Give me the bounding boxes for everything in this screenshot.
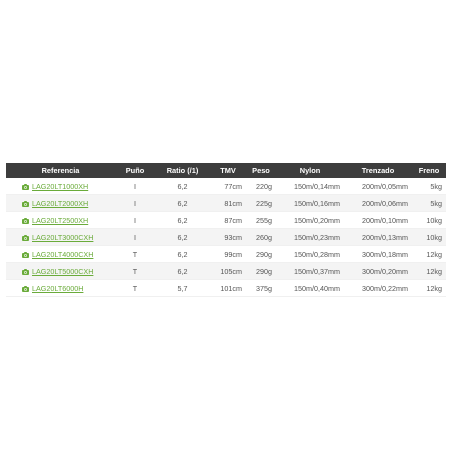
- freno-cell: 12kg: [412, 245, 446, 263]
- tmv-cell: 101cm: [210, 279, 246, 297]
- camera-icon[interactable]: [22, 250, 29, 259]
- freno-cell: 5kg: [412, 194, 446, 212]
- freno-cell: 12kg: [412, 262, 446, 280]
- nylon-cell: 150m/0,40mm: [276, 279, 344, 297]
- header-peso: Peso: [246, 163, 276, 178]
- camera-icon[interactable]: [22, 267, 29, 276]
- tmv-cell: 77cm: [210, 178, 246, 195]
- ref-wrap: LAG20LT5000CXH: [22, 267, 93, 276]
- header-ratio: Ratio (/1): [155, 163, 210, 178]
- peso-cell: 225g: [246, 194, 276, 212]
- peso-cell: 290g: [246, 245, 276, 263]
- ref-wrap: LAG20LT2500XH: [22, 216, 88, 225]
- camera-icon[interactable]: [22, 199, 29, 208]
- peso-cell: 375g: [246, 279, 276, 297]
- freno-cell: 5kg: [412, 178, 446, 195]
- ref-cell: LAG20LT1000XH: [6, 178, 115, 195]
- freno-cell: 10kg: [412, 228, 446, 246]
- trenzado-cell: 300m/0,20mm: [344, 262, 412, 280]
- ref-wrap: LAG20LT4000CXH: [22, 250, 93, 259]
- ratio-cell: 6,2: [155, 245, 210, 263]
- table-row: LAG20LT2000XH I 6,2 81cm 225g 150m/0,16mm 200m…: [6, 194, 446, 212]
- peso-cell: 290g: [246, 262, 276, 280]
- tmv-cell: 93cm: [210, 228, 246, 246]
- table-row: LAG20LT2500XH I 6,2 87cm 255g 150m/0,20mm 200m…: [6, 211, 446, 229]
- puno-cell: I: [115, 194, 155, 212]
- header-nylon: Nylon: [276, 163, 344, 178]
- product-link[interactable]: LAG20LT5000CXH: [32, 266, 94, 276]
- ratio-cell: 5,7: [155, 279, 210, 297]
- puno-cell: I: [115, 178, 155, 195]
- ratio-cell: 6,2: [155, 262, 210, 280]
- tmv-cell: 81cm: [210, 194, 246, 212]
- header-tmv: TMV: [210, 163, 246, 178]
- nylon-cell: 150m/0,28mm: [276, 245, 344, 263]
- ref-cell: LAG20LT2500XH: [6, 211, 115, 229]
- camera-icon[interactable]: [22, 284, 29, 293]
- header-freno: Freno: [412, 163, 446, 178]
- trenzado-cell: 300m/0,22mm: [344, 279, 412, 297]
- product-link[interactable]: LAG20LT6000H: [32, 283, 84, 293]
- table-row: LAG20LT1000XH I 6,2 77cm 220g 150m/0,14mm 200m…: [6, 178, 446, 195]
- peso-cell: 255g: [246, 211, 276, 229]
- table-row: LAG20LT5000CXH T 6,2 105cm 290g 150m/0,37mm 30…: [6, 262, 446, 280]
- puno-cell: I: [115, 211, 155, 229]
- camera-icon[interactable]: [22, 233, 29, 242]
- freno-cell: 12kg: [412, 279, 446, 297]
- trenzado-cell: 300m/0,18mm: [344, 245, 412, 263]
- header-puno: Puño: [115, 163, 155, 178]
- puno-cell: T: [115, 245, 155, 263]
- product-link[interactable]: LAG20LT3000CXH: [32, 232, 94, 242]
- ref-cell: LAG20LT6000H: [6, 279, 115, 297]
- ref-wrap: LAG20LT2000XH: [22, 199, 88, 208]
- nylon-cell: 150m/0,20mm: [276, 211, 344, 229]
- camera-icon[interactable]: [22, 216, 29, 225]
- ratio-cell: 6,2: [155, 194, 210, 212]
- table-row: LAG20LT4000CXH T 6,2 99cm 290g 150m/0,28mm 300…: [6, 245, 446, 263]
- ref-cell: LAG20LT2000XH: [6, 194, 115, 212]
- spec-table: Referencia Puño Ratio (/1) TMV Peso Nylo…: [6, 163, 446, 297]
- trenzado-cell: 200m/0,13mm: [344, 228, 412, 246]
- product-link[interactable]: LAG20LT4000CXH: [32, 249, 94, 259]
- freno-cell: 10kg: [412, 211, 446, 229]
- puno-cell: T: [115, 262, 155, 280]
- puno-cell: T: [115, 279, 155, 297]
- ref-cell: LAG20LT4000CXH: [6, 245, 115, 263]
- trenzado-cell: 200m/0,05mm: [344, 178, 412, 195]
- peso-cell: 220g: [246, 178, 276, 195]
- trenzado-cell: 200m/0,06mm: [344, 194, 412, 212]
- peso-cell: 260g: [246, 228, 276, 246]
- product-link[interactable]: LAG20LT1000XH: [32, 181, 89, 191]
- product-link[interactable]: LAG20LT2000XH: [32, 198, 89, 208]
- camera-icon[interactable]: [22, 182, 29, 191]
- tmv-cell: 105cm: [210, 262, 246, 280]
- ref-wrap: LAG20LT6000H: [22, 284, 83, 293]
- product-link[interactable]: LAG20LT2500XH: [32, 215, 89, 225]
- ref-wrap: LAG20LT3000CXH: [22, 233, 93, 242]
- ratio-cell: 6,2: [155, 211, 210, 229]
- nylon-cell: 150m/0,14mm: [276, 178, 344, 195]
- table-row: LAG20LT6000H T 5,7 101cm 375g 150m/0,40mm 300m…: [6, 279, 446, 297]
- ref-cell: LAG20LT3000CXH: [6, 228, 115, 246]
- ratio-cell: 6,2: [155, 178, 210, 195]
- nylon-cell: 150m/0,16mm: [276, 194, 344, 212]
- nylon-cell: 150m/0,23mm: [276, 228, 344, 246]
- ref-wrap: LAG20LT1000XH: [22, 182, 88, 191]
- table-body: LAG20LT1000XH I 6,2 77cm 220g 150m/0,14mm 200m…: [6, 178, 446, 297]
- header-trenzado: Trenzado: [344, 163, 412, 178]
- puno-cell: I: [115, 228, 155, 246]
- ratio-cell: 6,2: [155, 228, 210, 246]
- table-header-row: Referencia Puño Ratio (/1) TMV Peso Nylo…: [6, 163, 446, 178]
- tmv-cell: 99cm: [210, 245, 246, 263]
- nylon-cell: 150m/0,37mm: [276, 262, 344, 280]
- header-referencia: Referencia: [6, 163, 115, 178]
- table-row: LAG20LT3000CXH I 6,2 93cm 260g 150m/0,23mm 200…: [6, 228, 446, 246]
- trenzado-cell: 200m/0,10mm: [344, 211, 412, 229]
- ref-cell: LAG20LT5000CXH: [6, 262, 115, 280]
- tmv-cell: 87cm: [210, 211, 246, 229]
